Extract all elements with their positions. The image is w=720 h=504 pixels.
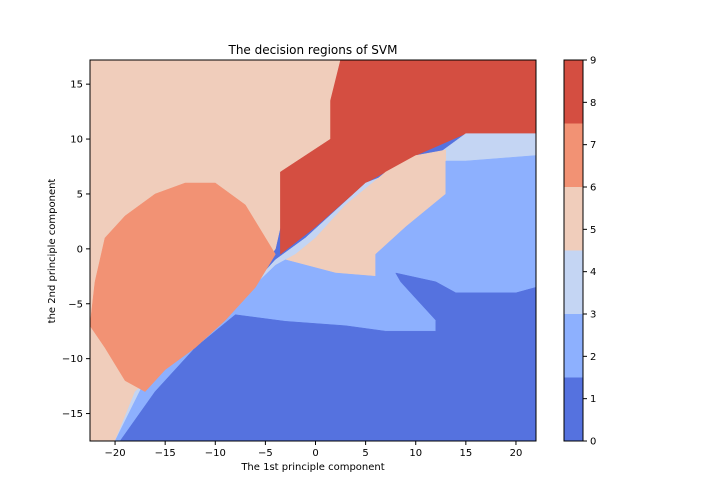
y-tick-label: −15 xyxy=(62,409,83,420)
colorbar-tick-label: 4 xyxy=(590,267,596,278)
colorbar-tick-label: 6 xyxy=(590,183,596,194)
colorbar-tick-label: 9 xyxy=(590,56,596,67)
x-tick-label: −5 xyxy=(258,448,273,459)
y-axis-ticks: −15 −10 −5 0 5 10 15 xyxy=(62,80,90,420)
colorbar-tick-label: 8 xyxy=(590,98,596,109)
colorbar-band xyxy=(564,250,583,314)
colorbar-band xyxy=(564,187,583,251)
colorbar-band xyxy=(564,123,583,187)
colorbar-ticks: 0 1 2 3 4 5 6 7 8 9 xyxy=(583,56,596,448)
x-tick-label: −10 xyxy=(205,448,226,459)
y-tick-label: 10 xyxy=(70,135,83,146)
x-tick-label: 20 xyxy=(510,448,523,459)
colorbar-band xyxy=(564,377,583,441)
y-tick-label: 0 xyxy=(77,244,83,255)
colorbar-tick-label: 3 xyxy=(590,310,596,321)
x-tick-label: −15 xyxy=(155,448,176,459)
colorbar-tick-label: 2 xyxy=(590,352,596,363)
region-band-0-5 xyxy=(119,272,536,441)
y-tick-label: −5 xyxy=(68,299,83,310)
colorbar-band xyxy=(564,60,583,124)
decision-regions xyxy=(90,60,536,441)
x-tick-label: 15 xyxy=(459,448,472,459)
plot-frame xyxy=(89,59,537,442)
y-axis-label: the 2nd principle component xyxy=(47,179,58,324)
colorbar-tick-label: 5 xyxy=(590,225,596,236)
y-tick-label: 5 xyxy=(77,189,83,200)
region-band-4-6 xyxy=(90,182,276,392)
x-tick-label: 10 xyxy=(409,448,422,459)
chart-title: The decision regions of SVM xyxy=(228,43,398,57)
x-tick-label: −20 xyxy=(105,448,126,459)
x-tick-label: 5 xyxy=(362,448,368,459)
y-tick-label: −10 xyxy=(62,354,83,365)
colorbar xyxy=(564,60,583,441)
colorbar-band xyxy=(564,314,583,378)
colorbar-frame xyxy=(563,59,584,442)
x-tick-label: 0 xyxy=(312,448,318,459)
region-band-5-1 xyxy=(280,60,536,255)
colorbar-tick-label: 0 xyxy=(590,437,596,448)
colorbar-tick-label: 1 xyxy=(590,394,596,405)
x-axis-ticks: −20 −15 −10 −5 0 5 10 15 20 xyxy=(105,441,523,459)
y-tick-label: 15 xyxy=(70,80,83,91)
colorbar-tick-label: 7 xyxy=(590,140,596,151)
x-axis-label: The 1st principle component xyxy=(240,462,384,473)
